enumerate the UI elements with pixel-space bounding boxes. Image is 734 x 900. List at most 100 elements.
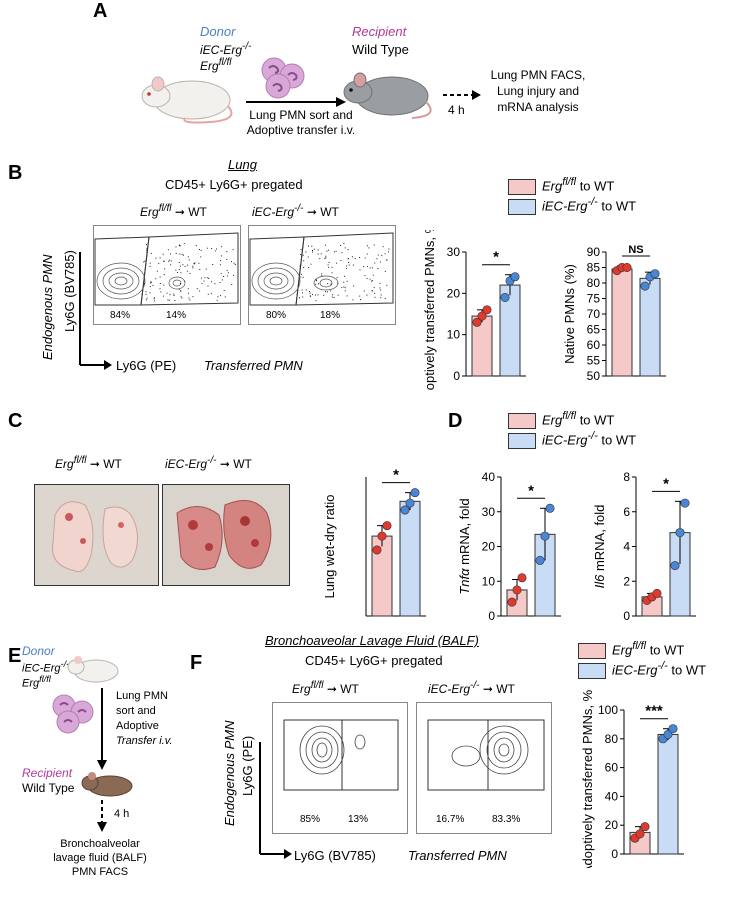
facs-event-dot [344, 290, 346, 292]
e-recipient-type: Wild Type [22, 781, 75, 795]
arrow-icon [97, 688, 107, 770]
legend-d-item-erg-flfl: Ergfl/fl to WT [508, 410, 614, 429]
b-xaxis-label: Ly6G (PE) [116, 358, 177, 373]
facs-event-dot [187, 256, 189, 258]
significance-label: * [493, 249, 499, 266]
facs-event-dot [380, 289, 382, 291]
facs-event-dot [212, 264, 214, 265]
data-point [535, 555, 545, 565]
y-tick-label: 6 [623, 505, 630, 519]
facs-event-dot [179, 245, 180, 247]
tissue-label: Lung [228, 157, 257, 172]
facs-event-dot [173, 293, 175, 295]
facs-event-dot [178, 244, 180, 246]
facs-event-dot [149, 265, 151, 267]
facs-event-dot [369, 267, 371, 269]
facs-event-dot [163, 260, 165, 262]
facs-event-dot [373, 244, 375, 246]
facs-event-dot [382, 246, 384, 248]
y-tick-label: 60 [605, 761, 619, 775]
facs-event-dot [219, 264, 221, 266]
data-point [640, 822, 650, 832]
donor-genotype-line1: iEC-Erg-/- [200, 41, 252, 57]
e-time-label: 4 h [114, 808, 130, 820]
facs-event-dot [168, 299, 170, 301]
facs-event-dot [192, 296, 194, 298]
facs-event-dot [336, 262, 338, 264]
facs-event-dot [348, 262, 349, 263]
b-axis-arrows [79, 252, 112, 370]
bar [639, 277, 661, 377]
bar [657, 733, 679, 855]
donor-label: Donor [200, 24, 236, 39]
facs-event-dot [330, 283, 332, 285]
panel-label-b: B [8, 162, 23, 184]
data-point [663, 729, 673, 739]
transfer-line1: Lung PMN sort and [249, 108, 353, 122]
y-tick-label: 30 [482, 505, 496, 519]
facs-event-dot [156, 270, 158, 272]
facs-event-dot [364, 275, 366, 277]
legend-f-item-erg-flfl: Ergfl/fl to WT [578, 640, 684, 659]
lung-photo-erg-flfl [34, 484, 159, 586]
facs-plot-b1 [93, 225, 241, 325]
facs1-title: Ergfl/fl ➞ WT [140, 203, 207, 219]
facs-event-dot [178, 268, 180, 270]
facs-event-dot [206, 247, 208, 249]
facs-event-dot [211, 248, 213, 249]
facs-event-dot [226, 275, 228, 277]
y-axis-label: Tnfα mRNA, fold [457, 498, 472, 594]
facs-event-dot [371, 280, 373, 282]
facs-event-dot [340, 244, 342, 246]
facs-event-dot [374, 296, 376, 298]
facs-event-dot [359, 295, 361, 297]
panel-label-f: F [190, 652, 203, 674]
facs-event-dot [299, 265, 301, 267]
facs-event-dot [309, 292, 311, 294]
facs-event-dot [199, 290, 201, 292]
facs-event-dot [188, 259, 190, 261]
facs-event-dot [179, 253, 181, 255]
facs-event-dot [153, 298, 155, 300]
facs-event-dot [227, 272, 229, 274]
facs-event-dot [149, 292, 151, 294]
data-point [377, 531, 387, 541]
significance-label: *** [645, 703, 663, 720]
facs-event-dot [372, 274, 374, 276]
facs-event-dot [328, 262, 330, 263]
facs-event-dot [200, 256, 202, 258]
facs-event-dot [220, 255, 222, 257]
y-axis-label: Native PMNs (%) [562, 264, 577, 364]
y-tick-label: 70 [587, 307, 601, 321]
facs-event-dot [167, 299, 169, 301]
facs-event-dot [219, 282, 221, 283]
facs-event-dot [347, 257, 349, 259]
facs-event-dot [366, 265, 368, 267]
facs-event-dot [214, 250, 216, 252]
outcome-line2: Lung injury and [496, 84, 580, 98]
facs-event-dot [232, 249, 234, 251]
facs-event-dot [196, 288, 198, 290]
facs-event-dot [300, 276, 302, 278]
facs-event-dot [377, 268, 379, 269]
y-tick-label: 0 [453, 369, 460, 383]
facs-event-dot [324, 258, 326, 259]
facs-event-dot [359, 269, 361, 271]
facs-event-dot [182, 264, 184, 266]
facs-event-dot [159, 288, 161, 290]
data-point [668, 724, 678, 734]
facs-event-dot [179, 265, 181, 267]
facs-event-dot [321, 273, 323, 275]
facs-event-dot [183, 254, 184, 256]
facs-event-dot [343, 243, 345, 245]
facs-event-dot [173, 295, 175, 296]
f-facs1-right-percent: 13% [348, 814, 369, 825]
facs-event-dot [208, 278, 210, 279]
facs-event-dot [377, 254, 379, 256]
facs-event-dot [181, 297, 183, 299]
y-tick-label: 40 [605, 789, 619, 803]
data-point [477, 311, 487, 321]
facs-event-dot [159, 257, 161, 259]
facs-event-dot [159, 276, 161, 278]
